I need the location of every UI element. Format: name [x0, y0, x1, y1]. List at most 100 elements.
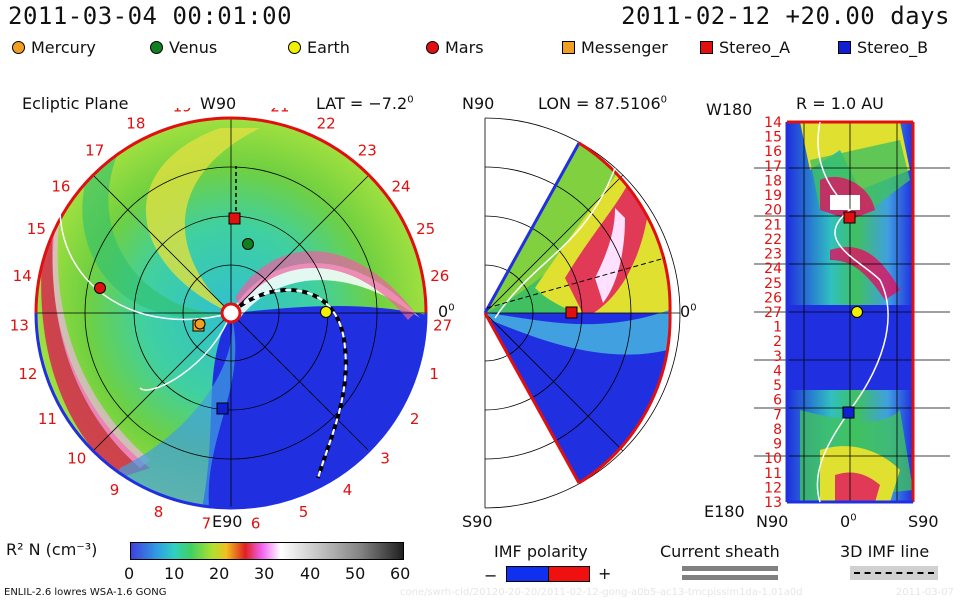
colorbar-tick: 40 [300, 564, 321, 583]
latlon-y-tick-label: 24 [764, 261, 782, 277]
run-date-note: 2011-03-07 [895, 587, 954, 598]
stereo-b-marker-icon [216, 402, 229, 415]
ecliptic-title: Ecliptic Plane [22, 94, 129, 113]
ecliptic-right-label: 00 [438, 302, 455, 321]
legend-label: Earth [307, 38, 350, 57]
carrington-tick-label: 24 [392, 177, 411, 195]
stereo-a-marker-icon [228, 212, 241, 225]
carrington-tick-label: 22 [317, 115, 336, 133]
earth-marker-icon [320, 306, 332, 318]
mars-marker-icon [426, 41, 439, 54]
stereo-a-marker-icon [565, 306, 578, 319]
latlon-y-tick-label: 9 [773, 437, 782, 453]
carrington-tick-label: 26 [430, 267, 449, 285]
mercury-marker-icon [12, 41, 25, 54]
latlon-y-tick-label: 7 [773, 407, 782, 423]
carrington-tick-label: 16 [51, 177, 70, 195]
carrington-tick-label: 5 [299, 503, 309, 521]
stereo-b-marker-icon [838, 41, 851, 54]
carrington-tick-label: 27 [433, 316, 452, 334]
colorbar-tick: 20 [209, 564, 230, 583]
legend-label: Messenger [581, 38, 668, 57]
latlon-y-tick-label: 22 [764, 232, 782, 248]
legend-stereo-a: Stereo_A [700, 38, 790, 57]
legend-mercury: Mercury [12, 38, 96, 57]
current-sheath-swatch [682, 566, 778, 571]
latlon-y-tick-label: 26 [764, 290, 782, 306]
ecliptic-top-label: W90 [200, 94, 237, 113]
latlon-y-tick-label: 16 [764, 144, 782, 160]
stereo-a-marker-icon [843, 211, 856, 224]
imf-polarity-plus: + [598, 564, 612, 583]
colorbar-tick: 50 [345, 564, 366, 583]
latlon-y-tick-label: 13 [764, 495, 782, 510]
mercury-marker-icon [194, 318, 206, 330]
current-sheath-title: Current sheath [660, 542, 780, 561]
model-note: ENLIL-2.6 lowres WSA-1.6 GONG [4, 587, 167, 598]
latlon-y-tick-label: 5 [773, 378, 782, 394]
carrington-tick-label: 8 [154, 503, 164, 521]
latlon-tick-labels: 1415161718192021222324252627123456789101… [764, 115, 782, 510]
carrington-tick-label: 20 [221, 108, 240, 110]
legend-venus: Venus [150, 38, 217, 57]
ecliptic-bottom-label: E90 [212, 512, 243, 531]
latlon-y-tick-label: 19 [764, 188, 782, 204]
sun-icon [220, 302, 242, 324]
current-time: 2011-03-04 00:01:00 [8, 2, 293, 30]
colorbar-tick: 30 [254, 564, 275, 583]
current-sheath-swatch [682, 575, 778, 580]
legend-label: Mercury [31, 38, 96, 57]
venus-marker-icon [150, 41, 163, 54]
latlon-y-tick-label: 23 [764, 247, 782, 263]
carrington-tick-label: 14 [13, 267, 32, 285]
messenger-marker-icon [562, 41, 575, 54]
colorbar-tick: 60 [390, 564, 411, 583]
meridional-bottom-label: S90 [462, 512, 493, 531]
latlon-y-tick-label: 17 [764, 159, 782, 175]
carrington-tick-label: 21 [270, 108, 289, 116]
latlon-y-tick-label: 3 [773, 349, 782, 365]
carrington-tick-label: 4 [343, 481, 353, 499]
meridional-lon-readout: LON = 87.51060 [538, 94, 668, 113]
latlon-x-label-n90: N90 [756, 512, 789, 531]
carrington-tick-label: 6 [251, 515, 261, 533]
latlon-y-tick-label: 14 [764, 115, 782, 131]
mars-marker-icon [94, 282, 106, 294]
legend-label: Mars [445, 38, 484, 57]
earth-marker-icon [288, 41, 301, 54]
latlon-x-label-0: 00 [840, 512, 857, 531]
legend-label: Venus [169, 38, 218, 57]
latlon-y-tick-label: 12 [764, 480, 782, 496]
latlon-y-tick-label: 6 [773, 393, 782, 409]
carrington-tick-label: 12 [18, 365, 37, 383]
latlon-y-tick-label: 1 [773, 320, 782, 336]
latlon-y-tick-label: 27 [764, 305, 782, 321]
imf-line-title: 3D IMF line [840, 542, 930, 561]
latlon-top-left-label: W180 [706, 100, 753, 119]
legend-messenger: Messenger [562, 38, 668, 57]
latlon-y-tick-label: 4 [773, 363, 782, 379]
latlon-r-readout: R = 1.0 AU [796, 94, 884, 113]
venus-marker-icon [242, 238, 254, 250]
meridional-right-label: 00 [680, 302, 697, 321]
ecliptic-lat-readout: LAT = −7.20 [316, 94, 414, 113]
latlon-y-tick-label: 10 [764, 451, 782, 467]
latlon-x-label-s90: S90 [908, 512, 939, 531]
imf-polarity-positive-swatch [548, 566, 590, 582]
carrington-tick-label: 2 [410, 410, 420, 428]
latlon-bottom-left-label: E180 [704, 502, 745, 521]
imf-line-swatch [850, 566, 938, 580]
latlon-y-tick-label: 15 [764, 130, 782, 146]
run-start-time: 2011-02-12 +20.00 days [621, 2, 950, 30]
latlon-y-tick-label: 2 [773, 334, 782, 350]
meridional-plane-panel [483, 117, 681, 509]
carrington-tick-label: 17 [85, 142, 104, 160]
latlon-y-tick-label: 18 [764, 173, 782, 189]
carrington-tick-label: 1 [429, 365, 439, 383]
carrington-tick-label: 13 [10, 316, 29, 334]
carrington-tick-label: 3 [380, 449, 390, 467]
carrington-tick-label: 15 [27, 220, 46, 238]
carrington-tick-label: 19 [173, 108, 192, 116]
legend-earth: Earth [288, 38, 350, 57]
earth-marker-icon [851, 306, 863, 318]
